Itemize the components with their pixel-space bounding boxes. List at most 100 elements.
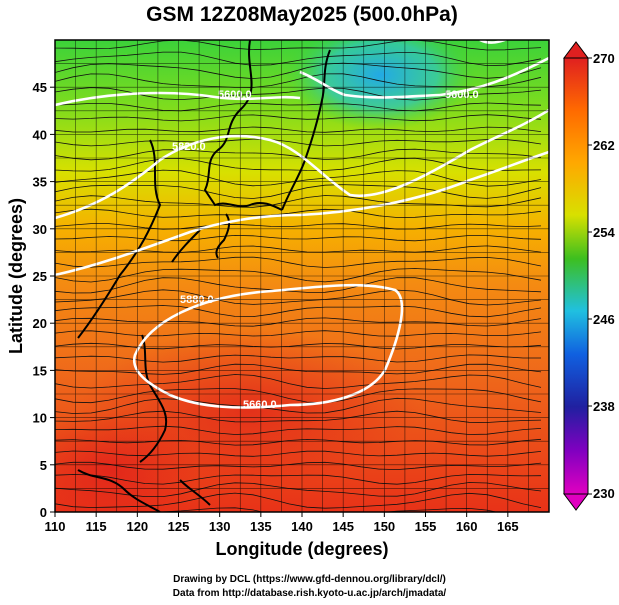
colorbar-ticks [588, 57, 592, 495]
colorbar-tick-labels: 270 262 254 246 238 230 [593, 51, 615, 501]
warm-region-sw [55, 410, 200, 512]
colorbar-label: 262 [593, 138, 615, 153]
x-tick-label: 155 [415, 519, 437, 534]
streamline [55, 277, 542, 294]
streamline [55, 223, 542, 230]
streamlines [55, 40, 542, 512]
x-tick-label: 165 [497, 519, 519, 534]
x-tick-label: 160 [456, 519, 478, 534]
streamline [55, 234, 542, 242]
contour-5820 [55, 108, 549, 220]
streamline [55, 438, 542, 446]
y-tick-label: 0 [40, 505, 47, 520]
x-axis-label: Longitude (degrees) [215, 539, 388, 559]
y-tick-label: 20 [33, 316, 47, 331]
streamline [55, 40, 542, 51]
height-contours [55, 40, 549, 409]
streamline [55, 157, 542, 172]
streamline [55, 305, 542, 318]
streamline [55, 410, 542, 423]
streamline [55, 208, 542, 218]
streamline [55, 268, 542, 283]
coastline [77, 40, 331, 512]
streamline [55, 102, 542, 112]
streamline [55, 425, 542, 435]
contour-5880-north [55, 150, 549, 277]
streamline [55, 330, 542, 337]
x-axis-ticks: 110 115 120 125 130 135 140 145 150 155 160 165 [45, 512, 519, 534]
streamline [55, 474, 542, 485]
streamline [55, 363, 542, 375]
x-tick-label: 140 [291, 519, 313, 534]
y-axis-ticks: 0 5 10 15 20 25 30 35 40 45 [33, 80, 55, 520]
y-tick-label: 35 [33, 175, 47, 190]
colorbar-bottom-arrow [563, 493, 589, 511]
streamline [55, 317, 542, 327]
x-tick-label: 135 [250, 519, 272, 534]
streamline [55, 492, 542, 509]
streamline [55, 148, 542, 161]
contour-5880-high [132, 283, 404, 409]
x-tick-label: 130 [209, 519, 231, 534]
y-tick-label: 40 [33, 127, 47, 142]
streamline [55, 87, 542, 101]
credit-drawing: Drawing by DCL (https://www.gfd-dennou.o… [173, 574, 446, 585]
streamline [55, 195, 542, 208]
contour-5600-west [55, 91, 301, 107]
colorbar-label: 238 [593, 399, 615, 414]
y-tick-label: 15 [33, 363, 47, 378]
streamline [55, 354, 541, 363]
x-tick-label: 150 [373, 519, 395, 534]
streamline [55, 245, 542, 253]
x-tick-label: 110 [45, 519, 66, 534]
y-tick-label: 5 [40, 458, 47, 473]
contour-label: 5820.0 [172, 141, 206, 153]
y-tick-label: 45 [33, 80, 47, 95]
contour-label: 5880.0 [180, 294, 214, 306]
colorbar-scale [563, 57, 589, 495]
streamline [55, 289, 542, 306]
streamline [55, 62, 542, 80]
contour-label: 5660.0 [243, 399, 277, 411]
cold-region [285, 40, 475, 130]
credit-data: Data from http://database.rish.kyoto-u.a… [172, 588, 447, 599]
streamline [55, 114, 542, 122]
streamline [55, 388, 542, 404]
plot-area: 5600.0 5820.0 5880.0 5600.0 5660.0 [55, 40, 549, 512]
streamline [55, 138, 542, 147]
streamline [55, 184, 542, 199]
y-tick-label: 10 [33, 411, 47, 426]
contour-5660 [299, 70, 441, 99]
contour-5600-east [439, 56, 549, 97]
streamline [55, 397, 542, 414]
contour-label: 5600.0 [218, 89, 252, 101]
contour-labels: 5600.0 5820.0 5880.0 5600.0 5660.0 [172, 89, 479, 411]
streamline [156, 507, 498, 512]
colorbar: 270 262 254 246 238 230 [563, 41, 615, 511]
contour-top-right [479, 40, 509, 44]
chart-title: GSM 12Z08May2025 (500.0hPa) [146, 3, 458, 26]
contour-label: 5600.0 [445, 89, 479, 101]
streamline [55, 450, 542, 457]
x-tick-label: 120 [126, 519, 148, 534]
streamline [55, 256, 542, 268]
y-axis-label: Latitude (degrees) [6, 198, 26, 354]
colorbar-label: 230 [593, 486, 615, 501]
colorbar-label: 254 [593, 225, 615, 240]
x-tick-label: 145 [332, 519, 354, 534]
streamline [55, 51, 542, 67]
y-tick-label: 30 [33, 222, 47, 237]
x-tick-label: 115 [86, 519, 107, 534]
grid [55, 40, 549, 512]
colorbar-label: 246 [593, 312, 615, 327]
y-tick-label: 25 [33, 269, 47, 284]
colorbar-top-arrow [563, 41, 589, 59]
colorbar-label: 270 [593, 51, 615, 66]
streamline [55, 169, 542, 187]
streamline [55, 73, 542, 88]
streamline [55, 126, 542, 133]
x-tick-label: 125 [168, 519, 190, 534]
streamline [55, 342, 542, 350]
streamline [55, 374, 542, 389]
